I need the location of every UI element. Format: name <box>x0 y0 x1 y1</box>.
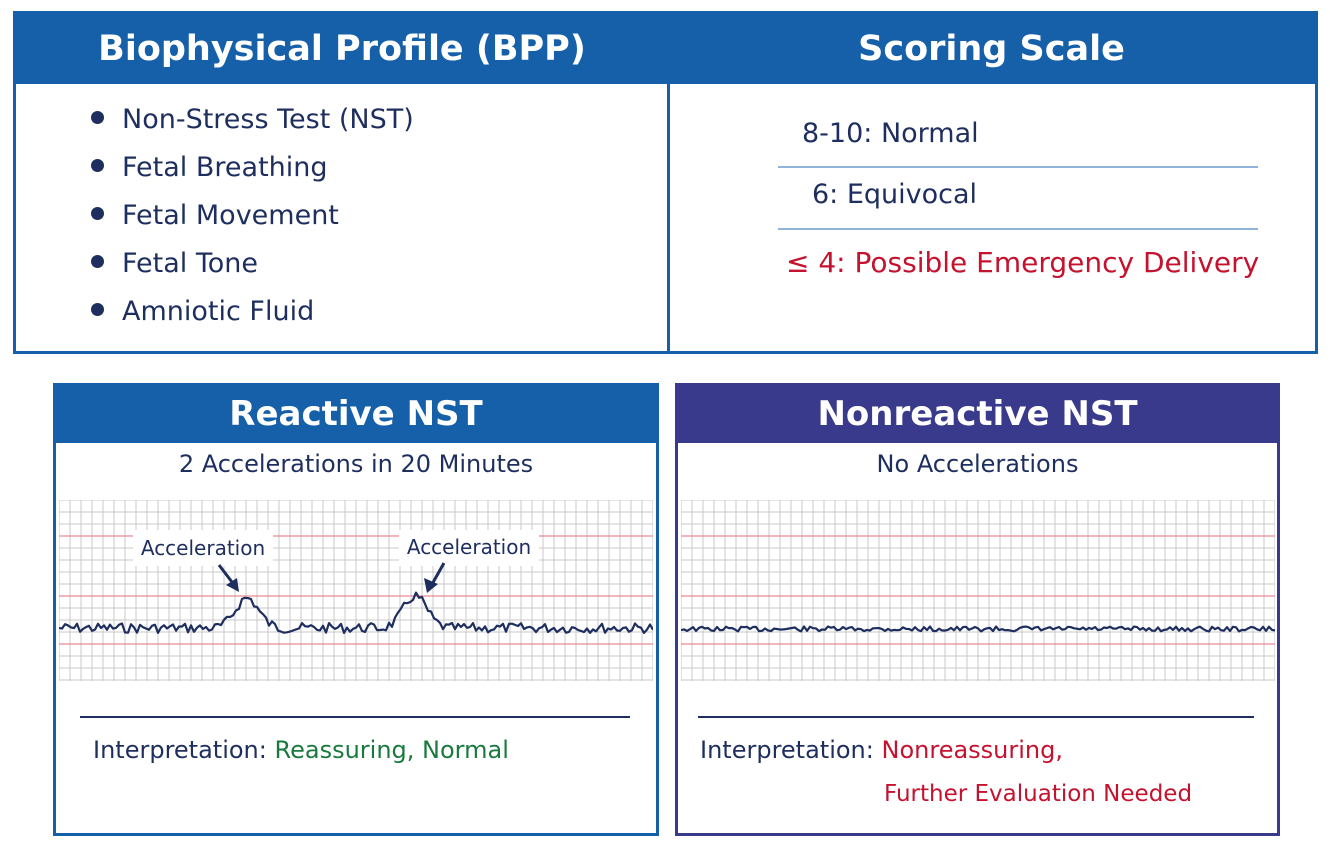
bpp-component-list: Non-Stress Test (NST) Fetal Breathing Fe… <box>91 100 414 340</box>
nonreactive-nst-title: Nonreactive NST <box>678 386 1277 443</box>
reactive-fhr-tracing: Acceleration Acceleration <box>59 500 653 681</box>
score-equivocal: 6: Equivocal <box>812 179 978 210</box>
list-item: Non-Stress Test (NST) <box>91 100 414 148</box>
grid-lines <box>59 500 653 681</box>
bpp-item-label: Fetal Breathing <box>122 152 328 183</box>
nonreactive-fhr-tracing <box>681 500 1275 681</box>
fhr-trace-line <box>681 625 1275 633</box>
annotation-bg <box>133 530 273 566</box>
interpretation-value: Reassuring, Normal <box>274 736 509 764</box>
bullet-icon <box>91 159 104 172</box>
acceleration-callout-1: Acceleration <box>133 530 273 592</box>
scoring-title: Scoring Scale <box>858 29 1125 69</box>
reactive-interpretation: Interpretation: Reassuring, Normal <box>93 736 509 764</box>
nonreactive-tracing-strip <box>681 500 1275 681</box>
interpretation-value-2: Further Evaluation Needed <box>884 781 1193 807</box>
acceleration-label: Acceleration <box>407 535 531 559</box>
bpp-scoring-panel: Biophysical Profile (BPP) Scoring Scale … <box>13 11 1318 354</box>
list-item: Fetal Tone <box>91 244 414 292</box>
interpretation-separator <box>80 716 630 718</box>
list-item: Amniotic Fluid <box>91 292 414 340</box>
grid-lines <box>681 500 1275 681</box>
score-normal: 8-10: Normal <box>802 118 979 149</box>
reactive-nst-panel: Reactive NST 2 Accelerations in 20 Minut… <box>53 383 659 836</box>
reactive-nst-title: Reactive NST <box>56 386 656 443</box>
score-emergency: ≤ 4: Possible Emergency Delivery <box>786 246 1260 279</box>
reactive-nst-subtitle: 2 Accelerations in 20 Minutes <box>178 450 534 478</box>
interpretation-value-1: Nonreassuring, <box>881 736 1064 764</box>
bullet-icon <box>91 207 104 220</box>
bpp-item-label: Amniotic Fluid <box>122 296 315 327</box>
arrow-down-icon <box>226 578 239 592</box>
fhr-trace-line <box>59 591 653 634</box>
acceleration-label: Acceleration <box>141 536 265 560</box>
annotation-bg <box>399 530 539 566</box>
score-separator <box>778 228 1258 230</box>
bullet-icon <box>91 303 104 316</box>
arrow-down-icon <box>424 578 438 593</box>
nonreactive-nst-subtitle: No Accelerations <box>876 450 1079 478</box>
nonreactive-nst-panel: Nonreactive NST No Accelerations Interpr… <box>675 383 1280 836</box>
top-header-bar: Biophysical Profile (BPP) Scoring Scale <box>16 14 1315 84</box>
bullet-icon <box>91 255 104 268</box>
bullet-icon <box>91 111 104 124</box>
interpretation-label: Interpretation: <box>93 736 267 764</box>
bpp-item-label: Non-Stress Test (NST) <box>122 104 414 135</box>
list-item: Fetal Breathing <box>91 148 414 196</box>
score-separator <box>778 166 1258 168</box>
interpretation-label: Interpretation: <box>700 736 874 764</box>
bpp-item-label: Fetal Tone <box>122 248 259 279</box>
acceleration-callout-2: Acceleration <box>399 530 539 593</box>
nonreactive-interpretation: Interpretation: Nonreassuring, <box>700 736 1063 764</box>
bpp-item-label: Fetal Movement <box>122 200 339 231</box>
panel-divider <box>667 84 670 351</box>
bpp-title: Biophysical Profile (BPP) <box>98 29 586 69</box>
interpretation-separator <box>698 716 1254 718</box>
list-item: Fetal Movement <box>91 196 414 244</box>
reactive-tracing-strip: Acceleration Acceleration <box>59 500 653 681</box>
